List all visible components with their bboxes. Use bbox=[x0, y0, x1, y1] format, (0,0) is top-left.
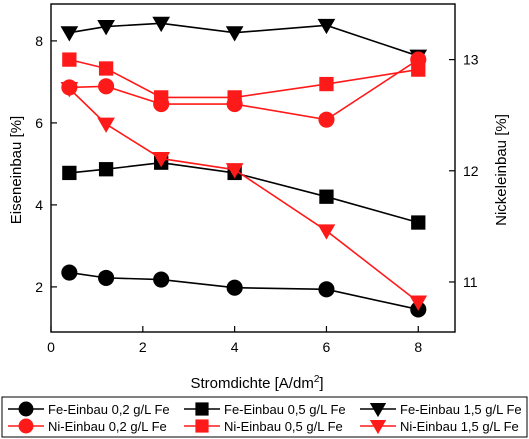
data-point bbox=[225, 163, 244, 179]
data-point bbox=[98, 269, 115, 286]
legend-item-6: Ni-Einbau 1,5 g/L Fe bbox=[360, 419, 519, 435]
axes: 0 2 4 6 8 2 4 6 8 11 12 13 bbox=[35, 3, 479, 355]
x-tick-label: 0 bbox=[47, 339, 55, 355]
legend-marker bbox=[369, 420, 387, 435]
right-y-tick-label: 13 bbox=[463, 52, 479, 68]
x-axis-label-superscript: 2 bbox=[314, 374, 320, 385]
data-point bbox=[227, 90, 242, 105]
data-point bbox=[60, 26, 79, 42]
series-line bbox=[69, 58, 419, 121]
series-3 bbox=[60, 16, 428, 65]
data-point bbox=[318, 111, 335, 128]
x-tick-label: 8 bbox=[414, 339, 422, 355]
data-point bbox=[317, 18, 336, 35]
left-y-tick-label: 4 bbox=[35, 197, 43, 213]
left-y-tick-label: 8 bbox=[35, 33, 43, 49]
legend-item-2: Fe-Einbau 0,5 g/L Fe bbox=[184, 402, 346, 417]
data-point bbox=[154, 90, 169, 105]
data-point bbox=[152, 152, 171, 168]
right-y-tick-label: 12 bbox=[463, 163, 479, 179]
series-5 bbox=[62, 52, 426, 105]
legend-label: Ni-Einbau 0,2 g/L Fe bbox=[48, 419, 167, 434]
data-point bbox=[152, 16, 171, 33]
series-line bbox=[69, 271, 419, 311]
data-point bbox=[319, 76, 334, 92]
data-point bbox=[226, 279, 243, 296]
x-axis-label: Stromdichte [A/dm2] bbox=[190, 374, 323, 392]
legend-item-1: Fe-Einbau 0,2 g/L Fe bbox=[8, 401, 170, 417]
series-1 bbox=[61, 264, 427, 318]
data-point bbox=[411, 215, 426, 230]
right-axis-label: Nickeleinbau [%] bbox=[493, 114, 510, 226]
legend-box bbox=[1, 396, 528, 438]
plot-frame bbox=[50, 3, 456, 333]
left-axis-label: Eiseneinbau [%] bbox=[8, 116, 25, 224]
data-point bbox=[411, 62, 426, 77]
x-tick-label: 2 bbox=[139, 339, 147, 355]
data-point bbox=[317, 224, 336, 240]
x-axis-label-end: ] bbox=[319, 375, 323, 392]
legend-marker bbox=[18, 418, 34, 434]
series-line bbox=[69, 22, 419, 57]
data-point bbox=[98, 78, 115, 95]
data-point bbox=[318, 281, 335, 298]
x-tick-label: 6 bbox=[323, 339, 331, 355]
right-y-tick-label: 11 bbox=[463, 274, 478, 290]
series-line bbox=[68, 87, 419, 303]
legend-label: Fe-Einbau 0,2 g/L Fe bbox=[48, 402, 170, 417]
series-6 bbox=[60, 82, 428, 311]
legend-item-5: Ni-Einbau 0,5 g/L Fe bbox=[184, 419, 343, 434]
legend-marker bbox=[195, 419, 209, 433]
data-point bbox=[60, 82, 79, 98]
legend-label: Fe-Einbau 0,5 g/L Fe bbox=[224, 402, 346, 417]
legend-label: Fe-Einbau 1,5 g/L Fe bbox=[400, 402, 522, 417]
series-4 bbox=[61, 51, 427, 128]
series-2 bbox=[62, 155, 426, 230]
legend-item-4: Ni-Einbau 0,2 g/L Fe bbox=[8, 418, 167, 434]
legend-label: Ni-Einbau 0,5 g/L Fe bbox=[224, 419, 343, 434]
legend-marker bbox=[195, 402, 209, 416]
data-point bbox=[409, 295, 428, 311]
left-y-tick-label: 2 bbox=[35, 279, 43, 295]
data-point bbox=[319, 189, 334, 204]
data-point bbox=[153, 271, 170, 288]
series-line bbox=[69, 161, 419, 224]
legend: Fe-Einbau 0,2 g/L Fe Fe-Einbau 0,5 g/L Fe… bbox=[1, 396, 528, 438]
left-y-tick-label: 6 bbox=[35, 115, 43, 131]
series-layer bbox=[60, 16, 428, 318]
data-point bbox=[98, 162, 114, 177]
data-point bbox=[97, 117, 115, 133]
legend-marker bbox=[369, 403, 387, 418]
data-point bbox=[62, 52, 77, 67]
data-point bbox=[98, 61, 114, 76]
x-tick-label: 4 bbox=[231, 339, 239, 355]
legend-label: Ni-Einbau 1,5 g/L Fe bbox=[400, 419, 519, 434]
legend-marker bbox=[18, 401, 34, 417]
data-point bbox=[225, 26, 244, 42]
data-point bbox=[97, 20, 115, 36]
legend-item-3: Fe-Einbau 1,5 g/L Fe bbox=[360, 402, 522, 418]
data-point bbox=[62, 165, 77, 181]
data-point bbox=[61, 264, 78, 281]
